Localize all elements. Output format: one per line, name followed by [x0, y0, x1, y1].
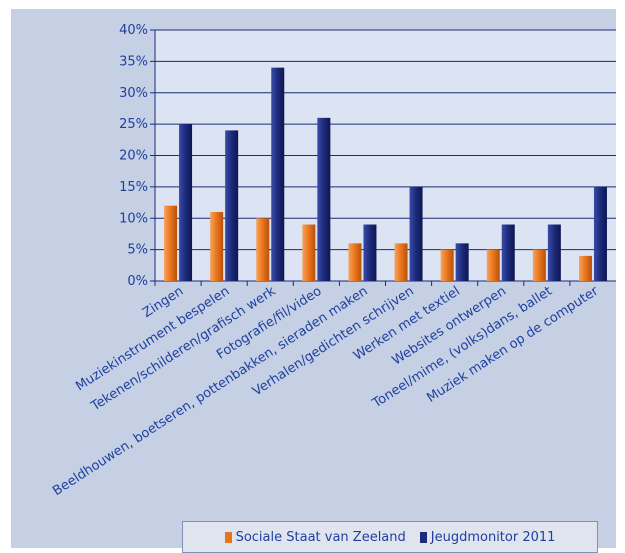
bar-jeugdmonitor: [409, 186, 423, 281]
legend-label: Sociale Staat van Zeeland: [235, 529, 406, 545]
legend-label: Jeugdmonitor 2011: [430, 529, 556, 545]
y-tick-label: 35%: [119, 54, 148, 69]
legend-swatch: [419, 531, 427, 543]
bar-sociale-staat: [348, 243, 362, 281]
bar-jeugdmonitor: [501, 224, 515, 281]
bar-jeugdmonitor: [547, 224, 561, 281]
bar-jeugdmonitor: [271, 67, 285, 282]
bar-sociale-staat: [302, 224, 316, 281]
bar-sociale-staat: [578, 255, 592, 281]
legend-swatch: [224, 531, 232, 543]
bar-jeugdmonitor: [455, 243, 469, 281]
legend: Sociale Staat van Zeeland Jeugdmonitor 2…: [182, 521, 598, 553]
y-tick-label: 5%: [127, 243, 148, 258]
bar-jeugdmonitor: [593, 186, 607, 281]
legend-item-series-1: Sociale Staat van Zeeland: [224, 529, 406, 545]
bar-sociale-staat: [486, 249, 500, 281]
bar-sociale-staat: [164, 205, 178, 281]
bar-sociale-staat: [256, 218, 270, 281]
bar-chart: 0%5%10%15%20%25%30%35%40%ZingenMuziekins…: [50, 23, 616, 499]
bar-sociale-staat: [532, 249, 546, 281]
x-tick-label: Tekenen/schilderen/grafisch werk: [88, 284, 279, 415]
bar-sociale-staat: [210, 211, 224, 281]
bar-jeugdmonitor: [317, 117, 331, 281]
y-tick-label: 0%: [127, 274, 148, 289]
y-tick-label: 40%: [119, 23, 148, 38]
x-tick-label: Beeldhouwen, boetseren, pottenbakken, si…: [50, 284, 370, 499]
bar-sociale-staat: [394, 243, 408, 281]
y-tick-label: 30%: [119, 86, 148, 101]
bar-jeugdmonitor: [179, 124, 193, 281]
y-tick-label: 25%: [119, 117, 148, 132]
bar-jeugdmonitor: [225, 130, 239, 281]
y-tick-label: 15%: [119, 180, 148, 195]
y-tick-label: 20%: [119, 149, 148, 164]
bar-sociale-staat: [440, 249, 454, 281]
bar-jeugdmonitor: [363, 224, 377, 281]
y-tick-label: 10%: [119, 211, 148, 226]
legend-item-series-2: Jeugdmonitor 2011: [419, 529, 556, 545]
chart-area: 0% 5% 10% 15% 20% 25% 30% 35% 40% Zingen Muziekins…: [11, 9, 616, 553]
